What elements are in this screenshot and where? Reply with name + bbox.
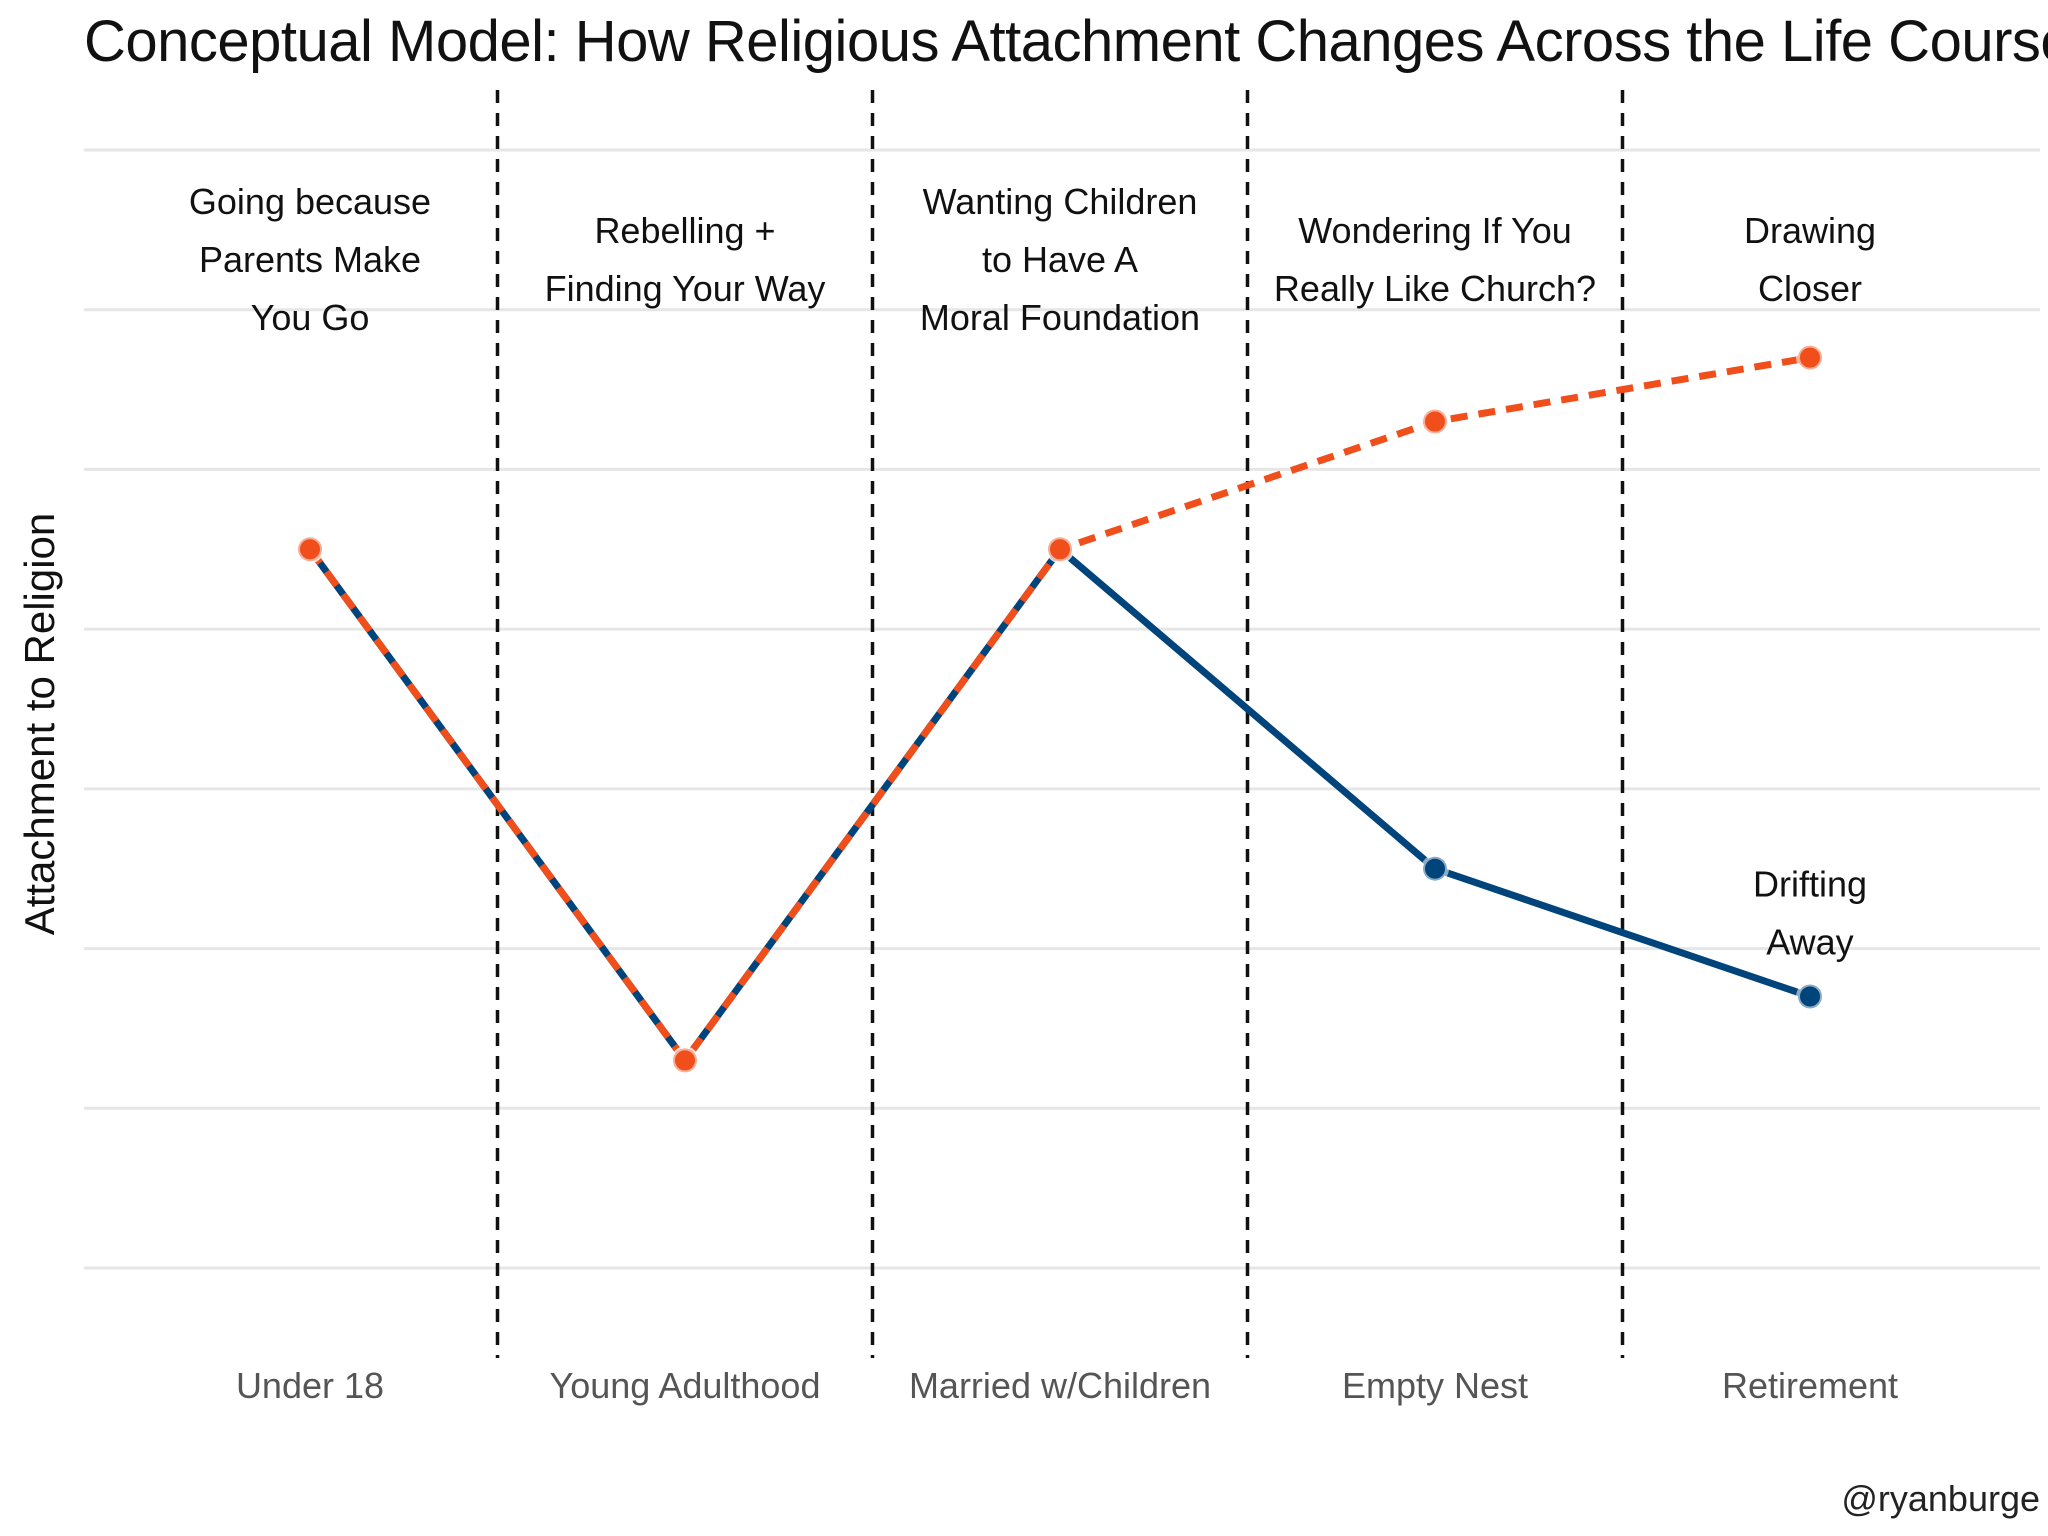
x-tick-label: Married w/Children xyxy=(909,1365,1211,1406)
point-drawing-closer xyxy=(671,1046,699,1075)
stage-annotation: Parents Make xyxy=(199,239,421,280)
stage-annotation: Wondering If You xyxy=(1298,210,1572,251)
stage-annotation: Finding Your Way xyxy=(545,268,826,309)
point-drawing-closer xyxy=(1796,343,1824,372)
point-drawing-closer xyxy=(296,535,324,564)
stage-annotation: Moral Foundation xyxy=(920,297,1200,338)
x-tick-label: Young Adulthood xyxy=(550,1365,821,1406)
point-drifting-away xyxy=(1421,854,1449,883)
stage-annotation: to Have A xyxy=(982,239,1138,280)
series-line-drifting-away xyxy=(307,545,1812,1064)
x-tick-label: Empty Nest xyxy=(1342,1365,1528,1406)
end-annotation: Away xyxy=(1766,921,1853,962)
end-annotation: Drifting xyxy=(1753,863,1867,904)
point-drawing-closer xyxy=(1046,535,1074,564)
chart-title: Conceptual Model: How Religious Attachme… xyxy=(84,9,2048,74)
stage-annotation: Rebelling + xyxy=(594,210,775,251)
stage-annotation: Closer xyxy=(1758,268,1862,309)
stage-annotation: Drawing xyxy=(1744,210,1876,251)
stage-annotation: You Go xyxy=(251,297,370,338)
point-drifting-away xyxy=(1796,982,1824,1011)
point-drawing-closer xyxy=(1421,407,1449,436)
series-line-drawing-closer xyxy=(307,354,1811,1064)
credit-text: @ryanburge xyxy=(1841,1478,2040,1519)
stage-annotation: Wanting Children xyxy=(923,181,1198,222)
stage-annotation: Really Like Church? xyxy=(1274,268,1596,309)
x-tick-label: Retirement xyxy=(1722,1365,1898,1406)
x-tick-label: Under 18 xyxy=(236,1365,384,1406)
stage-annotation: Going because xyxy=(189,181,431,222)
